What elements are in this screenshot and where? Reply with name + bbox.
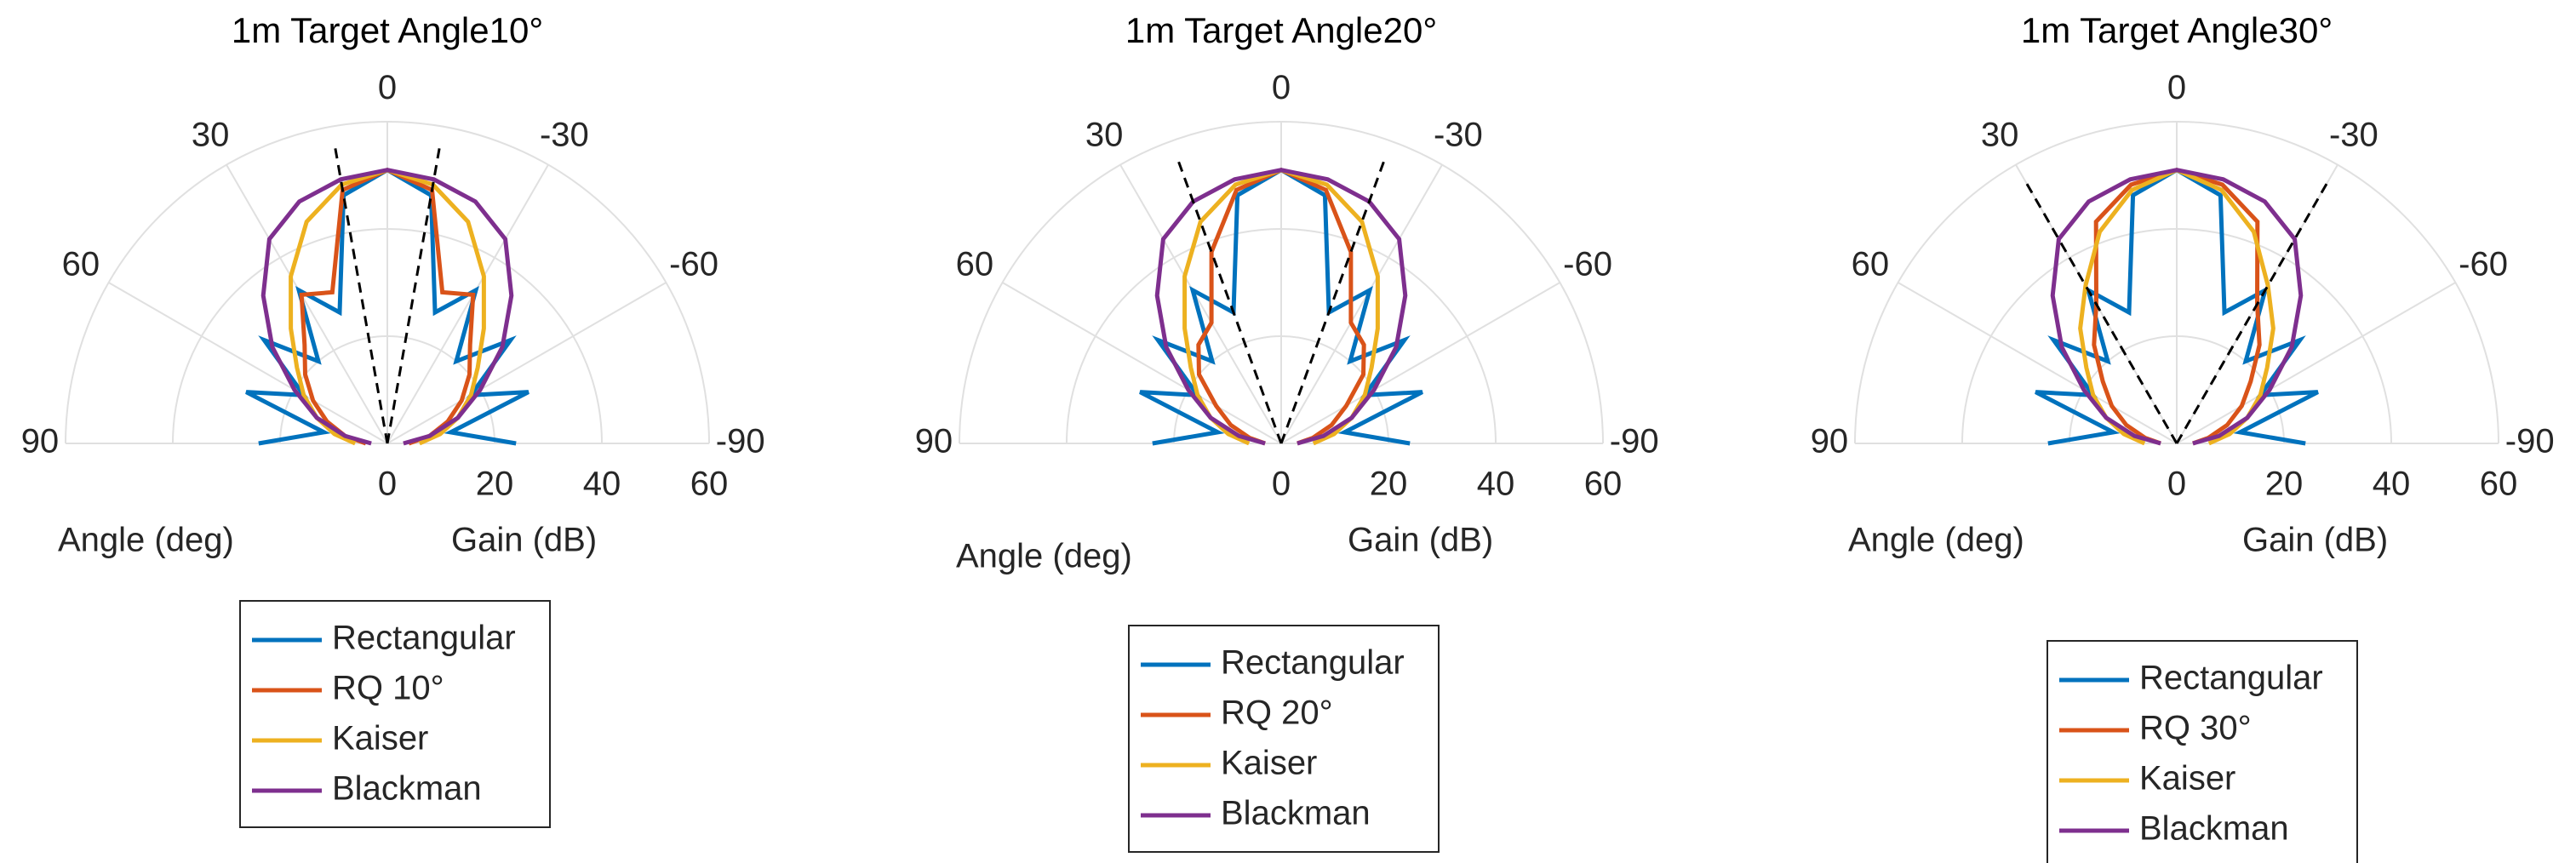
grid-spoke: [1898, 282, 2178, 444]
theta-tick-label: -90: [2505, 423, 2555, 460]
legend-label: Blackman: [1221, 795, 1371, 832]
r-tick-label: 60: [690, 466, 729, 503]
r-tick-label: 20: [1370, 466, 1408, 503]
theta-axis-label: Angle (deg): [956, 538, 1132, 575]
legend-label: RQ 30°: [2139, 710, 2252, 747]
legend-label: RQ 10°: [332, 670, 444, 707]
chart-title: 1m Target Angle10°: [232, 10, 543, 50]
r-tick-label: 20: [476, 466, 514, 503]
legend-label: Blackman: [332, 770, 482, 808]
legend-label: Blackman: [2139, 810, 2289, 848]
theta-tick-label: 0: [2167, 69, 2186, 106]
theta-tick-label: 90: [1811, 423, 1849, 460]
theta-tick-label: -60: [1563, 246, 1612, 283]
grid-spoke: [1002, 282, 1282, 444]
legend-label: Rectangular: [332, 620, 516, 657]
series-line: [260, 168, 514, 446]
legend-label: Kaiser: [1221, 745, 1317, 782]
theta-tick-label: -90: [1610, 423, 1659, 460]
r-tick-label: 60: [1584, 466, 1623, 503]
theta-tick-label: 60: [62, 246, 100, 283]
theta-tick-label: 30: [192, 116, 230, 153]
grid-spoke: [386, 282, 667, 444]
theta-tick-label: 0: [378, 69, 397, 106]
r-axis-label: Gain (dB): [451, 522, 597, 559]
r-tick-label: 40: [2373, 466, 2411, 503]
legend-label: Rectangular: [1221, 644, 1405, 682]
theta-tick-label: 30: [1981, 116, 2019, 153]
grid-spoke: [386, 164, 549, 444]
theta-axis-label: Angle (deg): [58, 522, 234, 559]
theta-tick-label: -30: [540, 116, 589, 153]
series-line: [2050, 168, 2304, 446]
theta-tick-label: -60: [2459, 246, 2508, 283]
grid-spoke: [1280, 282, 1560, 444]
grid-spoke: [2176, 282, 2456, 444]
grid-spoke: [1119, 164, 1282, 444]
r-tick-label: 60: [2480, 466, 2518, 503]
series-line: [1154, 168, 1408, 446]
r-tick-label: 40: [1477, 466, 1515, 503]
r-tick-label: 20: [2265, 466, 2304, 503]
theta-tick-label: -30: [1434, 116, 1483, 153]
chart-title: 1m Target Angle30°: [2021, 10, 2333, 50]
theta-tick-label: 90: [21, 423, 60, 460]
theta-tick-label: 60: [956, 246, 994, 283]
theta-tick-label: 60: [1852, 246, 1890, 283]
theta-tick-label: -60: [669, 246, 718, 283]
theta-tick-label: 90: [915, 423, 953, 460]
r-axis-label: Gain (dB): [2242, 522, 2388, 559]
grid-spoke: [226, 164, 388, 444]
r-tick-label: 0: [2167, 466, 2186, 503]
legend-label: Rectangular: [2139, 660, 2323, 697]
r-axis-label: Gain (dB): [1348, 522, 1493, 559]
grid-spoke: [108, 282, 388, 444]
theta-tick-label: -30: [2329, 116, 2379, 153]
theta-tick-label: -90: [716, 423, 765, 460]
theta-axis-label: Angle (deg): [1848, 522, 2024, 559]
grid-spoke: [1280, 164, 1443, 444]
r-tick-label: 40: [583, 466, 621, 503]
theta-tick-label: 30: [1085, 116, 1124, 153]
theta-tick-label: 0: [1272, 69, 1291, 106]
legend-label: RQ 20°: [1221, 694, 1333, 732]
legend-label: Kaiser: [2139, 760, 2235, 797]
r-tick-label: 0: [378, 466, 397, 503]
legend-label: Kaiser: [332, 720, 428, 757]
r-tick-label: 0: [1272, 466, 1291, 503]
chart-title: 1m Target Angle20°: [1125, 10, 1437, 50]
